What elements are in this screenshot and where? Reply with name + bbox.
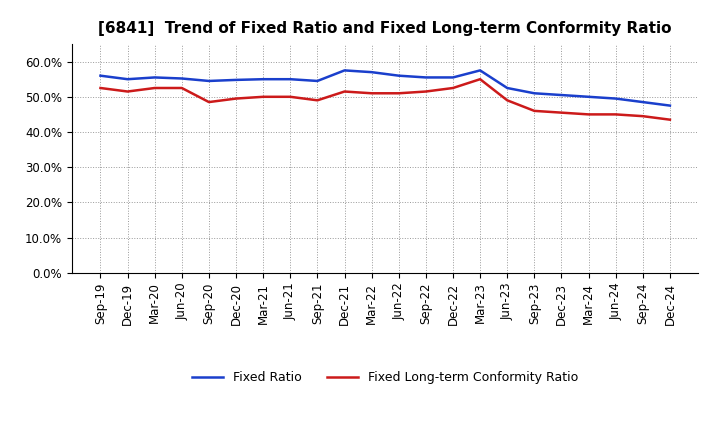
Fixed Long-term Conformity Ratio: [557, 110, 566, 115]
Fixed Long-term Conformity Ratio: [449, 85, 457, 91]
Fixed Ratio: [449, 75, 457, 80]
Fixed Long-term Conformity Ratio: [313, 98, 322, 103]
Fixed Long-term Conformity Ratio: [611, 112, 620, 117]
Fixed Long-term Conformity Ratio: [584, 112, 593, 117]
Line: Fixed Long-term Conformity Ratio: Fixed Long-term Conformity Ratio: [101, 79, 670, 120]
Fixed Long-term Conformity Ratio: [178, 85, 186, 91]
Fixed Ratio: [611, 96, 620, 101]
Line: Fixed Ratio: Fixed Ratio: [101, 70, 670, 106]
Fixed Ratio: [96, 73, 105, 78]
Fixed Ratio: [557, 92, 566, 98]
Fixed Ratio: [123, 77, 132, 82]
Fixed Ratio: [665, 103, 674, 108]
Fixed Long-term Conformity Ratio: [96, 85, 105, 91]
Fixed Ratio: [286, 77, 294, 82]
Fixed Ratio: [503, 85, 511, 91]
Fixed Ratio: [639, 99, 647, 105]
Fixed Long-term Conformity Ratio: [665, 117, 674, 122]
Fixed Ratio: [530, 91, 539, 96]
Fixed Long-term Conformity Ratio: [259, 94, 268, 99]
Fixed Long-term Conformity Ratio: [530, 108, 539, 114]
Fixed Long-term Conformity Ratio: [395, 91, 403, 96]
Fixed Ratio: [204, 78, 213, 84]
Fixed Ratio: [178, 76, 186, 81]
Fixed Long-term Conformity Ratio: [150, 85, 159, 91]
Fixed Ratio: [150, 75, 159, 80]
Fixed Long-term Conformity Ratio: [639, 114, 647, 119]
Fixed Long-term Conformity Ratio: [421, 89, 430, 94]
Fixed Ratio: [421, 75, 430, 80]
Fixed Long-term Conformity Ratio: [503, 98, 511, 103]
Fixed Long-term Conformity Ratio: [341, 89, 349, 94]
Fixed Ratio: [367, 70, 376, 75]
Fixed Ratio: [232, 77, 240, 83]
Fixed Ratio: [341, 68, 349, 73]
Fixed Ratio: [584, 94, 593, 99]
Legend: Fixed Ratio, Fixed Long-term Conformity Ratio: Fixed Ratio, Fixed Long-term Conformity …: [187, 366, 583, 389]
Fixed Ratio: [259, 77, 268, 82]
Fixed Long-term Conformity Ratio: [286, 94, 294, 99]
Fixed Long-term Conformity Ratio: [123, 89, 132, 94]
Fixed Long-term Conformity Ratio: [232, 96, 240, 101]
Fixed Ratio: [476, 68, 485, 73]
Fixed Ratio: [313, 78, 322, 84]
Fixed Long-term Conformity Ratio: [367, 91, 376, 96]
Fixed Ratio: [395, 73, 403, 78]
Fixed Long-term Conformity Ratio: [476, 77, 485, 82]
Fixed Long-term Conformity Ratio: [204, 99, 213, 105]
Title: [6841]  Trend of Fixed Ratio and Fixed Long-term Conformity Ratio: [6841] Trend of Fixed Ratio and Fixed Lo…: [99, 21, 672, 36]
